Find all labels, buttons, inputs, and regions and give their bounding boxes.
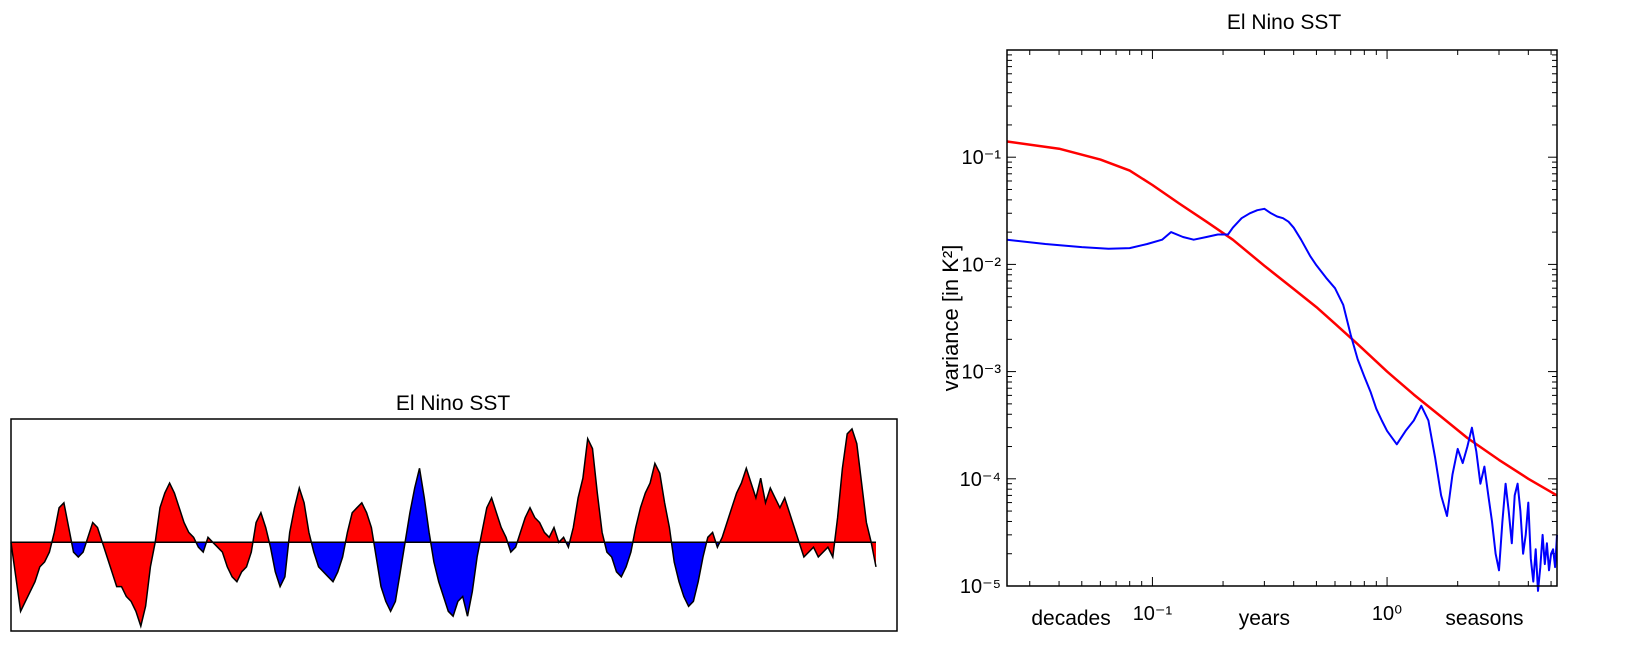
- cold-area-7: [269, 542, 289, 587]
- spectrum-chart: El Nino SST variance [in K²] 10⁻⁵10⁻⁴10⁻…: [938, 11, 1558, 630]
- timeseries-chart: El Nino SST: [10, 392, 898, 632]
- warm-area-15: [517, 507, 566, 543]
- red-fit-curve: [1006, 140, 1558, 497]
- timeseries-line: [10, 427, 877, 629]
- y-tick-label: 10⁻³: [962, 362, 1002, 384]
- warm-area-19: [632, 463, 672, 543]
- y-tick-label: 10⁻²: [962, 254, 1002, 276]
- cold-area-11: [373, 468, 431, 612]
- warm-area-23: [719, 468, 835, 557]
- x-annotation-seasons: seasons: [1445, 607, 1523, 630]
- spectrum-frame: [1006, 49, 1558, 587]
- warm-area-3: [86, 483, 196, 627]
- timeseries-title: El Nino SST: [396, 392, 511, 415]
- x-annotation-years: years: [1239, 607, 1290, 630]
- x-tick-label: 10⁰: [1372, 603, 1402, 625]
- x-annotation-decades: decades: [1031, 607, 1110, 630]
- warm-area-17: [569, 438, 605, 543]
- spectrum-ylabel: variance [in K²]: [938, 245, 963, 392]
- warm-area-1: [51, 502, 72, 543]
- warm-area-21: [706, 532, 716, 543]
- spectrum-title: El Nino SST: [1227, 11, 1342, 34]
- y-tick-label: 10⁻⁴: [960, 469, 1001, 491]
- cold-area-18: [604, 542, 633, 577]
- warm-area-5: [206, 537, 253, 582]
- timeseries-frame: [10, 418, 898, 632]
- timeseries-marks: [10, 427, 877, 629]
- x-tick-label: 10⁻¹: [1133, 603, 1173, 625]
- spectrum-axes: 10⁻⁵ 10⁻⁴ 10⁻³ 10⁻² 10⁻¹ 10⁻¹ 10⁰ decades years s…: [960, 50, 1557, 630]
- y-tick-label: 10⁻¹: [962, 147, 1002, 169]
- cold-area-20: [671, 542, 707, 607]
- blue-spectrum-line: [1006, 207, 1558, 592]
- y-tick-label: 10⁻⁵: [960, 576, 1001, 598]
- warm-area-0: [11, 542, 52, 612]
- cold-area-12: [430, 542, 480, 617]
- spectrum-marks: [1006, 140, 1558, 592]
- warm-area-6: [252, 512, 270, 543]
- warm-area-24: [834, 428, 876, 567]
- warm-area-8: [288, 488, 312, 543]
